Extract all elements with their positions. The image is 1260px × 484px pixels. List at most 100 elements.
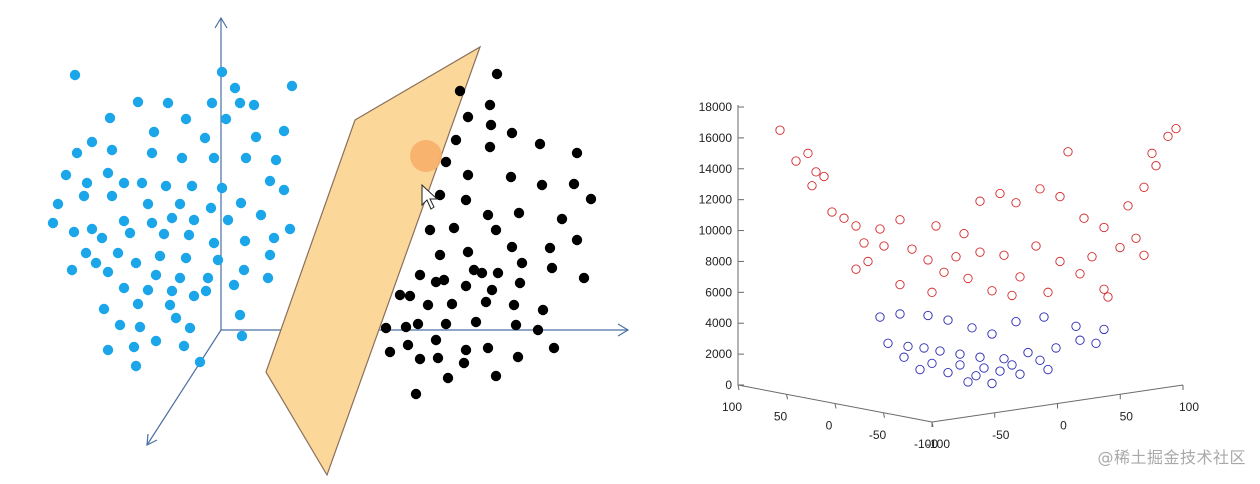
black-point <box>450 134 462 146</box>
red-point <box>839 213 849 223</box>
blue-point <box>102 266 114 278</box>
z-axis-ticks: 0 2000 4000 6000 8000 10000 12000 14000 16000 180… <box>699 100 744 392</box>
black-point <box>548 342 560 354</box>
blue-point <box>180 113 192 125</box>
blue-point <box>52 198 64 210</box>
x-tick-label: -50 <box>869 428 887 442</box>
blue-point <box>158 228 170 240</box>
z-tick-label: 0 <box>725 378 732 392</box>
blue-point <box>180 252 192 264</box>
black-point <box>380 322 392 334</box>
blue-point <box>132 96 144 108</box>
blue-point <box>146 147 158 159</box>
red-point <box>1075 269 1085 279</box>
y-axis <box>146 329 222 446</box>
black-point <box>434 189 446 201</box>
blue-point <box>216 66 228 78</box>
blue-point <box>96 232 108 244</box>
blue-point <box>86 223 98 235</box>
blue-point <box>262 272 274 284</box>
black-point <box>384 346 396 358</box>
black-point <box>448 222 460 234</box>
blue-point <box>264 249 276 261</box>
black-point <box>571 234 583 246</box>
blue-point <box>66 264 78 276</box>
z-tick-label: 16000 <box>699 131 733 145</box>
red-point <box>1079 213 1089 223</box>
blue-point <box>166 285 178 297</box>
blue-point <box>278 184 290 196</box>
black-point <box>410 388 422 400</box>
blue-point <box>104 112 116 124</box>
z-tick-label: 10000 <box>699 224 733 238</box>
red-point <box>819 171 829 182</box>
black-point <box>400 321 412 333</box>
blue-point <box>915 364 925 375</box>
black-point <box>412 318 424 330</box>
blue-point <box>205 202 217 214</box>
blue-point <box>130 360 142 372</box>
blue-point <box>208 152 220 164</box>
y-tick-label: -50 <box>992 428 1010 442</box>
red-point <box>895 215 905 225</box>
black-point <box>432 352 444 364</box>
blue-point <box>927 358 937 369</box>
blue-point <box>128 341 140 353</box>
red-point <box>879 241 889 251</box>
red-point <box>927 287 937 297</box>
black-point <box>484 99 496 111</box>
blue-point <box>162 97 174 109</box>
blue-point <box>284 223 296 235</box>
black-point <box>486 284 498 296</box>
black-point <box>414 353 426 365</box>
red-point <box>999 250 1009 260</box>
black-point <box>414 269 426 281</box>
blue-point <box>963 377 973 387</box>
red-point <box>959 228 969 239</box>
red-point <box>931 221 941 231</box>
z-tick-label: 6000 <box>705 285 732 299</box>
red-point <box>1103 292 1113 302</box>
black-point <box>482 342 494 354</box>
blue-point <box>239 235 251 247</box>
blue-point <box>47 217 59 229</box>
red-point <box>939 267 949 277</box>
red-point <box>923 255 933 265</box>
cluster-blue-points <box>47 66 298 372</box>
red-point <box>1163 131 1173 141</box>
plot-box-edges <box>737 105 1184 423</box>
black-point <box>394 289 406 301</box>
red-point <box>811 167 821 177</box>
red-point <box>963 273 973 284</box>
red-point <box>1063 147 1073 157</box>
blue-point <box>212 254 224 266</box>
x-tick-label: 50 <box>774 409 788 423</box>
svm-hyperplane-illustration <box>47 16 630 477</box>
black-point <box>470 316 482 328</box>
black-point <box>484 141 496 153</box>
red-point <box>907 244 917 254</box>
blue-point <box>235 197 247 209</box>
black-point <box>512 351 524 363</box>
blue-point <box>170 312 182 324</box>
red-point <box>975 196 985 206</box>
red-point <box>875 224 885 234</box>
blue-point <box>216 182 228 194</box>
red-point <box>951 252 961 262</box>
red-point <box>863 256 873 267</box>
z-tick-label: 14000 <box>699 162 733 176</box>
red-point <box>1151 161 1161 171</box>
red-point <box>851 221 861 231</box>
separating-hyperplane <box>265 45 482 477</box>
red-point <box>1171 123 1181 134</box>
blue-point <box>194 356 206 368</box>
black-point <box>424 224 436 236</box>
red-point <box>895 279 905 290</box>
blue-point <box>106 144 118 156</box>
blue-point <box>78 190 90 202</box>
blue-point <box>142 198 154 210</box>
blue-point <box>148 126 160 138</box>
blue-point <box>229 82 241 94</box>
blue-point <box>248 99 260 111</box>
blue-point <box>234 97 246 109</box>
